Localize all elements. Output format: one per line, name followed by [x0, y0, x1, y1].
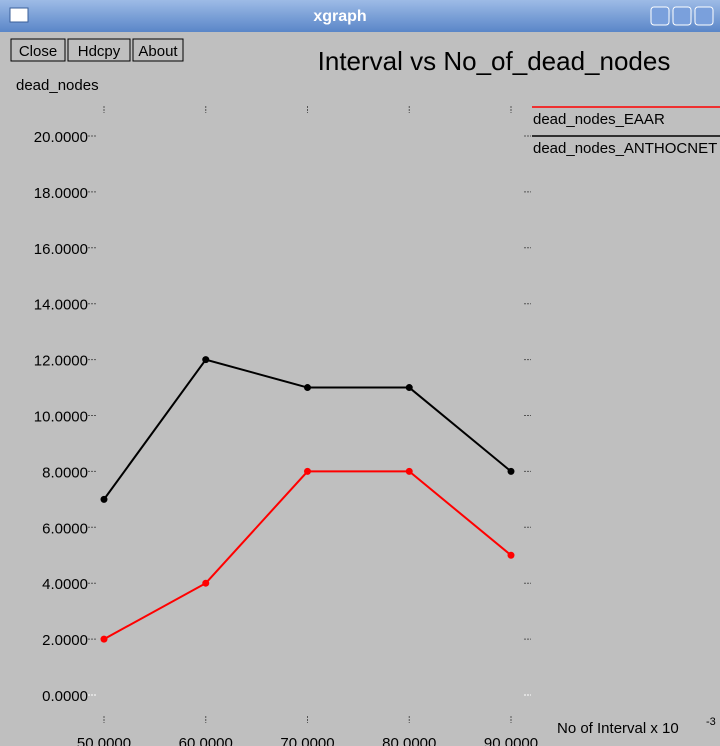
y-tick-label: 4.0000: [42, 576, 88, 593]
x-tick-label: 90.0000: [484, 735, 538, 746]
data-point: [100, 495, 108, 503]
data-point: [202, 579, 210, 587]
x-tick-label: 80.0000: [382, 735, 436, 746]
toolbar-button-label: Close: [19, 43, 57, 60]
toolbar-button[interactable]: [10, 38, 66, 62]
close-window-button[interactable]: [694, 6, 714, 26]
window-icon[interactable]: [9, 7, 29, 23]
y-tick-label: 6.0000: [42, 520, 88, 537]
toolbar-button-label: About: [138, 43, 178, 60]
maximize-button[interactable]: [672, 6, 692, 26]
data-point: [100, 635, 108, 643]
x-tick-label: 50.0000: [77, 735, 131, 746]
toolbar-button[interactable]: [132, 38, 184, 62]
y-tick-label: 14.0000: [34, 297, 88, 314]
legend-label: dead_nodes_EAAR: [533, 111, 665, 128]
y-tick-label: 12.0000: [34, 353, 88, 370]
data-point: [405, 467, 413, 475]
data-point: [405, 384, 413, 392]
toolbar-button[interactable]: [67, 38, 131, 62]
data-point: [304, 467, 311, 475]
y-tick-label: 10.0000: [34, 409, 88, 426]
title-bar: [0, 0, 720, 32]
data-point: [304, 384, 311, 392]
y-tick-label: 20.0000: [34, 129, 88, 146]
data-point: [202, 356, 210, 364]
x-axis-label-exponent: -3: [706, 716, 716, 728]
x-tick-label: 70.0000: [280, 735, 334, 746]
x-axis-label: No of Interval x 10: [557, 720, 679, 737]
y-tick-label: 18.0000: [34, 185, 88, 202]
chart-title: Interval vs No_of_dead_nodes: [318, 46, 671, 76]
y-axis-label: dead_nodes: [16, 77, 99, 94]
x-tick-label: 60.0000: [179, 735, 233, 746]
y-tick-label: 2.0000: [42, 632, 88, 649]
toolbar-button-label: Hdcpy: [78, 43, 121, 60]
window-title: xgraph: [313, 8, 366, 25]
data-point: [507, 551, 515, 559]
y-tick-label: 16.0000: [34, 241, 88, 258]
legend-label: dead_nodes_ANTHOCNET: [533, 140, 717, 157]
data-point: [507, 467, 515, 475]
minimize-button[interactable]: [650, 6, 670, 26]
y-tick-label: 8.0000: [42, 464, 88, 481]
y-tick-label: 0.0000: [42, 688, 88, 705]
